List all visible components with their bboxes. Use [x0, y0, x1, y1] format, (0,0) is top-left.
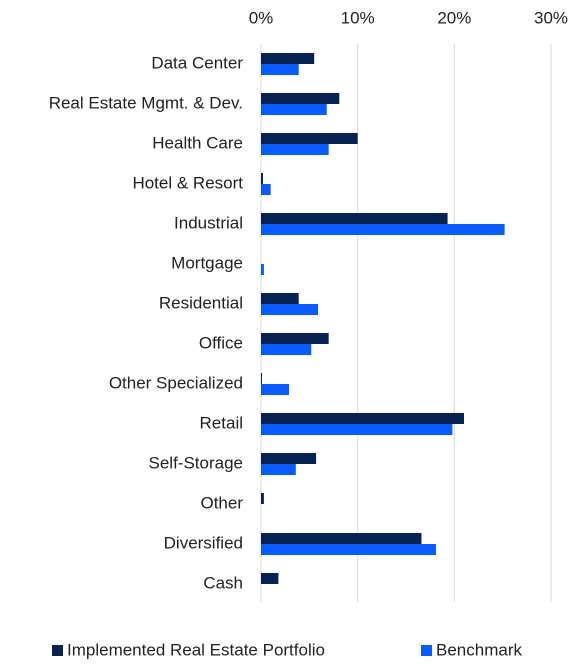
legend-swatch: [421, 645, 432, 656]
x-tick-label: 30%: [534, 8, 568, 27]
bar: [261, 453, 317, 464]
category-label: Industrial: [174, 213, 243, 232]
bar: [261, 493, 264, 504]
legend-swatch: [52, 645, 63, 656]
category-label: Diversified: [164, 533, 243, 552]
bar: [261, 413, 464, 424]
category-label: Mortgage: [171, 253, 243, 272]
category-label: Cash: [203, 573, 243, 592]
category-label: Data Center: [151, 53, 243, 72]
bar: [261, 224, 505, 235]
bar: [261, 173, 263, 184]
bar: [261, 573, 279, 584]
bar: [261, 213, 448, 224]
category-label: Other Specialized: [109, 373, 243, 392]
category-label: Self-Storage: [149, 453, 244, 472]
category-label: Hotel & Resort: [132, 173, 243, 192]
category-label: Health Care: [152, 133, 243, 152]
legend-label: Benchmark: [436, 640, 522, 659]
bar: [261, 64, 299, 75]
bar: [261, 464, 296, 475]
category-label: Office: [199, 333, 243, 352]
category-label: Real Estate Mgmt. & Dev.: [49, 93, 243, 112]
bar: [261, 384, 290, 395]
legend-label: Implemented Real Estate Portfolio: [67, 640, 325, 659]
bar: [261, 544, 436, 555]
x-tick-label: 10%: [341, 8, 375, 27]
bar: [261, 373, 262, 384]
category-label: Other: [200, 493, 243, 512]
bar: [261, 293, 299, 304]
bar: [261, 104, 327, 115]
bar: [261, 333, 329, 344]
bar: [261, 93, 340, 104]
bar: [261, 144, 329, 155]
x-tick-label: 0%: [249, 8, 274, 27]
bar: [261, 184, 271, 195]
category-label: Retail: [200, 413, 243, 432]
bar: [261, 53, 315, 64]
bar: [261, 133, 358, 144]
bar: [261, 344, 312, 355]
category-label: Residential: [159, 293, 243, 312]
bar: [261, 304, 319, 315]
bar: [261, 533, 422, 544]
bar: [261, 264, 264, 275]
x-tick-label: 20%: [437, 8, 471, 27]
bar: [261, 424, 453, 435]
